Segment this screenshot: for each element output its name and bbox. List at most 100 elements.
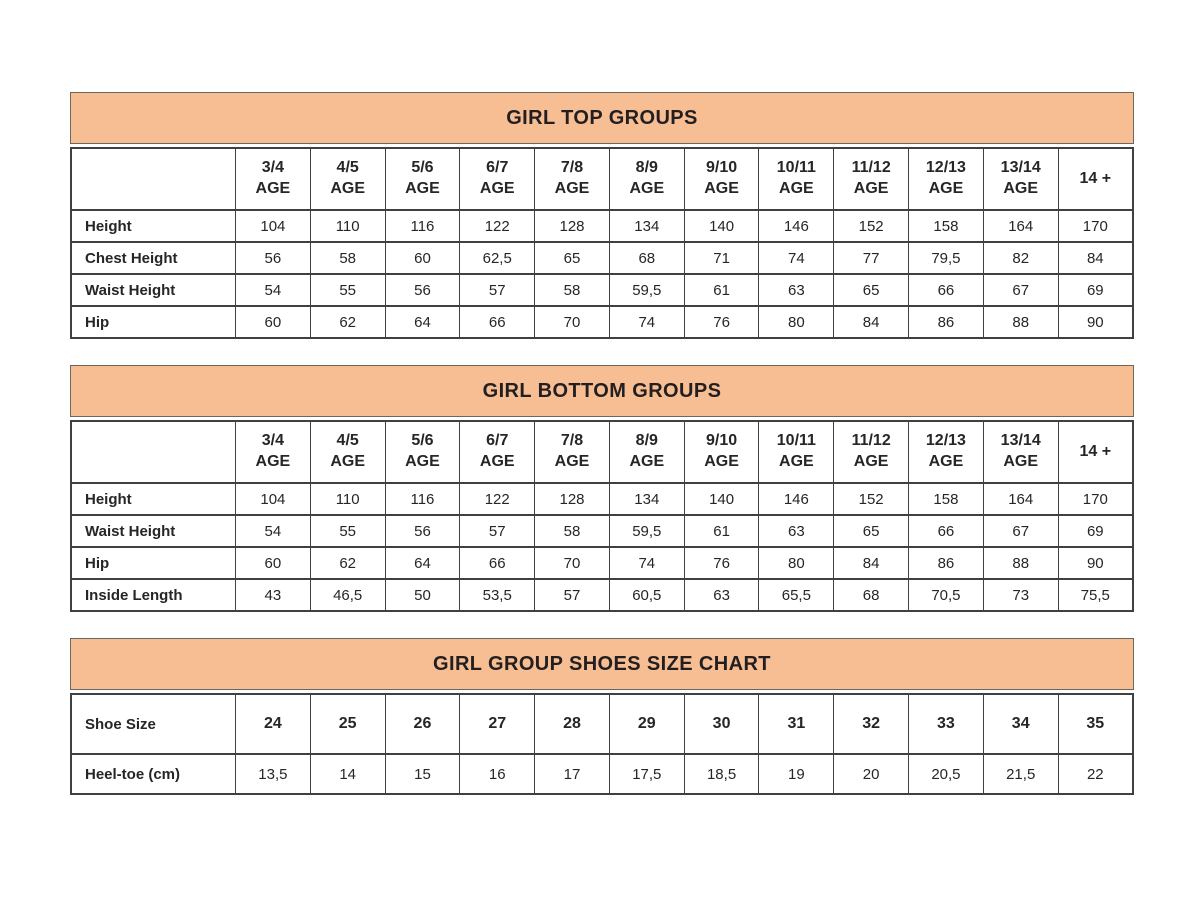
value-cell: 146: [758, 209, 835, 243]
row-label-cell: Heel-toe (cm): [70, 753, 236, 795]
value-cell: 64: [384, 305, 461, 339]
table-row: Height 104 110 116 122 128 134 140 146 152 158 164 1…: [70, 209, 1134, 243]
column-header-text: 10/11 AGE: [776, 432, 816, 470]
value-cell: 170: [1057, 482, 1134, 516]
column-header-text: 3/4 AGE: [255, 432, 291, 470]
value-cell: 56: [235, 241, 311, 275]
value-cell: 57: [459, 514, 536, 548]
value-cell: 70: [534, 305, 610, 339]
value-cell: 90: [1057, 305, 1134, 339]
value-cell: 164: [982, 209, 1059, 243]
girl-bottom-groups-table: GIRL BOTTOM GROUPS 3/4 AGE 4/5 AGE 5/6 AGE 6/7…: [70, 365, 1134, 612]
value-cell: 65: [833, 514, 910, 548]
column-header-cell: 28: [534, 693, 610, 755]
value-cell: 64: [384, 546, 461, 580]
column-header-text: 35: [1086, 714, 1105, 732]
table-row: Hip 60 62 64 66 70 74 76 80 84 86 88 90: [70, 305, 1134, 339]
value-cell: 69: [1057, 273, 1134, 307]
column-header-cell: 30: [683, 693, 760, 755]
row-label-cell: Height: [70, 209, 236, 243]
value-cell: 56: [384, 273, 461, 307]
value-cell: 58: [309, 241, 386, 275]
value-cell: 170: [1057, 209, 1134, 243]
value-cell: 77: [833, 241, 910, 275]
value-cell: 75,5: [1057, 578, 1134, 612]
column-header-cell: 3/4 AGE: [235, 147, 311, 211]
value-cell: 71: [683, 241, 760, 275]
column-header-text: 28: [563, 714, 581, 732]
girl-top-groups-grid: 3/4 AGE 4/5 AGE 5/6 AGE 6/7 AGE 7/8 AGE 8/9 AGE 9/10…: [70, 147, 1134, 339]
column-header-text: 29: [637, 714, 656, 732]
column-header-cell: 8/9 AGE: [608, 420, 685, 484]
value-cell: 60: [235, 546, 311, 580]
value-cell: 164: [982, 482, 1059, 516]
column-header-text: 13/14 AGE: [1000, 432, 1041, 470]
value-cell: 56: [384, 514, 461, 548]
column-header-cell: 10/11 AGE: [758, 147, 835, 211]
value-cell: 22: [1057, 753, 1134, 795]
row-label-cell: Waist Height: [70, 514, 236, 548]
column-header-text: 7/8 AGE: [554, 432, 590, 470]
value-cell: 84: [833, 305, 910, 339]
column-header-cell: 32: [833, 693, 910, 755]
value-cell: 66: [459, 546, 536, 580]
row-label-cell: Chest Height: [70, 241, 236, 275]
value-cell: 59,5: [608, 514, 685, 548]
value-cell: 74: [608, 546, 685, 580]
value-cell: 61: [683, 273, 760, 307]
value-cell: 116: [384, 209, 461, 243]
column-header-text: 6/7 AGE: [479, 159, 515, 197]
value-cell: 134: [608, 209, 685, 243]
value-cell: 68: [833, 578, 910, 612]
value-cell: 152: [833, 209, 910, 243]
column-header-cell: 35: [1057, 693, 1134, 755]
column-header-cell: 34: [982, 693, 1059, 755]
column-header-text: 32: [862, 714, 881, 732]
value-cell: 63: [758, 273, 835, 307]
column-header-cell: 4/5 AGE: [309, 420, 386, 484]
header-label-cell: Shoe Size: [70, 693, 236, 755]
tables-wrap: GIRL TOP GROUPS 3/4 AGE 4/5 AGE 5/6 AGE 6/7 AGE…: [70, 92, 1134, 821]
value-cell: 18,5: [683, 753, 760, 795]
column-header-text: 27: [488, 714, 507, 732]
value-cell: 65: [534, 241, 610, 275]
value-cell: 76: [683, 546, 760, 580]
value-cell: 70: [534, 546, 610, 580]
value-cell: 16: [459, 753, 536, 795]
girl-shoes-size-title: GIRL GROUP SHOES SIZE CHART: [70, 638, 1134, 690]
column-header-cell: 9/10 AGE: [683, 420, 760, 484]
header-label-cell: [70, 147, 236, 211]
table-row: Hip 60 62 64 66 70 74 76 80 84 86 88 90: [70, 546, 1134, 580]
column-header-text: 6/7 AGE: [479, 432, 515, 470]
table-row: Chest Height 56 58 60 62,5 65 68 71 74 77 79,5 82 84: [70, 241, 1134, 275]
table-row: Height 104 110 116 122 128 134 140 146 152 158 164 1…: [70, 482, 1134, 516]
value-cell: 59,5: [608, 273, 685, 307]
value-cell: 152: [833, 482, 910, 516]
value-cell: 140: [683, 209, 760, 243]
value-cell: 20,5: [908, 753, 984, 795]
value-cell: 116: [384, 482, 461, 516]
value-cell: 158: [908, 482, 984, 516]
value-cell: 80: [758, 305, 835, 339]
value-cell: 66: [908, 514, 984, 548]
value-cell: 140: [683, 482, 760, 516]
column-header-cell: 6/7 AGE: [459, 147, 536, 211]
value-cell: 21,5: [982, 753, 1059, 795]
column-header-text: 11/12 AGE: [851, 432, 891, 470]
value-cell: 76: [683, 305, 760, 339]
value-cell: 68: [608, 241, 685, 275]
table-row: Waist Height 54 55 56 57 58 59,5 61 63 65 66 67 69: [70, 273, 1134, 307]
value-cell: 69: [1057, 514, 1134, 548]
value-cell: 67: [982, 514, 1059, 548]
column-header-text: 5/6 AGE: [405, 432, 440, 470]
column-header-cell: 14 +: [1057, 147, 1134, 211]
value-cell: 70,5: [908, 578, 984, 612]
column-header-cell: 33: [908, 693, 984, 755]
value-cell: 110: [309, 209, 386, 243]
girl-shoes-size-table: GIRL GROUP SHOES SIZE CHART Shoe Size 24 2…: [70, 638, 1134, 795]
column-header-cell: 5/6 AGE: [384, 147, 461, 211]
value-cell: 15: [384, 753, 461, 795]
column-header-cell: 14 +: [1057, 420, 1134, 484]
column-header-cell: 12/13 AGE: [908, 147, 984, 211]
row-label-cell: Hip: [70, 305, 236, 339]
